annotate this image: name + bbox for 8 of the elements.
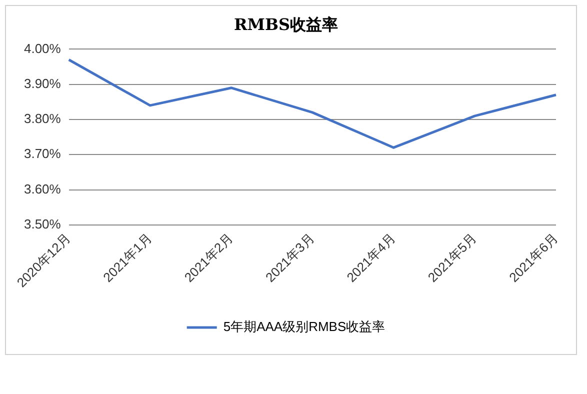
y-tick-label: 3.70% xyxy=(24,146,62,162)
y-tick-label: 3.90% xyxy=(24,76,62,91)
y-tick-label: 3.50% xyxy=(24,216,62,232)
y-tick-label: 3.60% xyxy=(24,181,62,196)
y-tick-label: 4.00% xyxy=(24,40,62,56)
chart-title: RMBS收益率 xyxy=(234,14,338,34)
y-tick-label: 3.80% xyxy=(24,111,62,126)
legend-label: 5年期AAA级别RMBS收益率 xyxy=(223,319,386,334)
